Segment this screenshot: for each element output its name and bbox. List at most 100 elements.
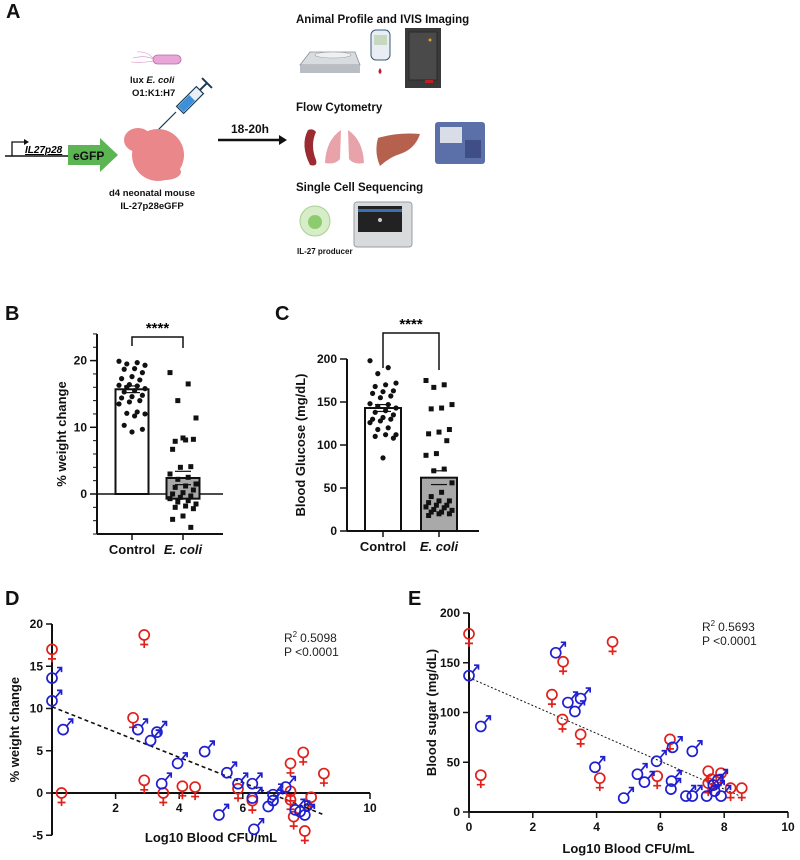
data-point-ecoli (188, 464, 194, 470)
data-point-control (137, 398, 143, 404)
female-symbol-cross (465, 638, 473, 647)
male-symbol-ring (132, 723, 144, 736)
data-point-control (116, 358, 122, 364)
male-symbol-arrow (583, 687, 591, 696)
male-symbol-arrow (229, 761, 238, 770)
data-point-ecoli (175, 398, 181, 404)
significance-bracket (382, 332, 440, 370)
female-symbol-cross (140, 639, 149, 648)
x-tick-label: 8 (721, 820, 728, 834)
data-point-ecoli (446, 427, 452, 433)
data-point-ecoli (185, 474, 191, 480)
data-point-control (390, 412, 396, 418)
data-point-control (121, 389, 127, 395)
mouse-label-line1: d4 neonatal mouse (109, 188, 195, 199)
significance-bracket (131, 336, 184, 348)
male-symbol-arrow (717, 779, 725, 789)
female-symbol-ring (606, 636, 619, 648)
male-symbol-ring (46, 695, 58, 707)
y-axis-label: Blood Glucose (mg/dL) (293, 374, 308, 517)
data-point-ecoli (175, 476, 181, 482)
female-symbol-ring (297, 746, 310, 759)
male-data-point (132, 718, 149, 736)
data-point-control (129, 429, 135, 435)
female-symbol-cross (248, 805, 257, 814)
data-point-ecoli (185, 381, 191, 387)
data-point-ecoli (428, 406, 434, 412)
male-data-point (248, 817, 265, 836)
male-symbol-ring (665, 783, 677, 795)
male-symbol-ring (151, 726, 163, 739)
male-data-point (665, 769, 682, 788)
female-symbol-cross (140, 785, 149, 794)
male-data-point (686, 739, 703, 758)
female-symbol-ring (593, 772, 606, 785)
male-symbol-ring (617, 792, 630, 804)
female-data-point (735, 782, 748, 802)
data-point-control (139, 426, 145, 432)
female-symbol-cross (547, 699, 556, 708)
x-tick-label: E. coli (420, 539, 459, 554)
male-symbol-ring (155, 777, 168, 790)
female-data-point (189, 781, 201, 801)
data-point-control (139, 370, 145, 376)
male-symbol-arrow (298, 798, 306, 807)
data-point-ecoli (190, 436, 196, 442)
male-symbol-arrow (695, 739, 703, 749)
glucometer-icon (370, 29, 391, 74)
x-tick-label: 2 (529, 820, 536, 834)
male-symbol-arrow (471, 664, 480, 673)
data-point-ecoli (441, 505, 447, 511)
female-symbol-ring (474, 769, 487, 782)
female-data-point (55, 787, 68, 806)
male-symbol-arrow (164, 772, 173, 781)
data-point-ecoli (426, 500, 432, 506)
spleen-icon (304, 129, 317, 166)
female-symbol-ring (318, 767, 330, 780)
female-data-point (46, 643, 58, 663)
y-axis-label: Blood sugar (mg/dL) (424, 649, 439, 776)
male-symbol-ring (638, 776, 651, 789)
data-point-control (375, 426, 381, 433)
female-data-point (557, 655, 569, 675)
data-point-ecoli (436, 498, 442, 504)
female-symbol-cross (178, 791, 187, 800)
y-tick-label: 0 (330, 524, 337, 538)
data-point-ecoli (180, 513, 186, 519)
male-symbol-ring (298, 809, 311, 821)
data-point-ecoli (426, 513, 432, 519)
male-symbol-arrow (674, 769, 682, 779)
data-point-ecoli (172, 504, 178, 510)
panel-label-d: D (5, 588, 19, 610)
female-symbol-cross (234, 793, 243, 802)
y-tick-label: 10 (30, 702, 44, 716)
data-point-control (142, 386, 148, 392)
data-point-ecoli (441, 466, 447, 472)
male-symbol-arrow (307, 803, 316, 813)
data-point-ecoli (446, 498, 452, 504)
data-point-ecoli (423, 504, 429, 510)
panel-label-e: E (408, 588, 421, 610)
data-point-ecoli (193, 501, 199, 507)
data-point-ecoli (439, 509, 445, 515)
female-data-point (298, 825, 311, 845)
data-point-ecoli (177, 494, 183, 500)
female-symbol-cross (191, 792, 200, 801)
male-data-point (686, 784, 703, 802)
data-point-ecoli (428, 494, 434, 500)
male-symbol-ring (474, 720, 487, 733)
promoter-arrow-icon (5, 139, 70, 157)
data-point-control (393, 405, 399, 411)
female-symbol-cross (559, 666, 568, 675)
male-symbol-ring (686, 745, 699, 758)
egfp-arrow-icon (68, 138, 118, 172)
male-data-point (617, 786, 635, 804)
data-point-control (380, 389, 386, 395)
p-value-label: P <0.0001 (702, 634, 757, 648)
bacteria-label-line2: O1:K1:H7 (132, 88, 175, 99)
female-symbol-cross (653, 781, 662, 790)
female-symbol-ring (127, 711, 139, 724)
male-symbol-ring (574, 692, 587, 705)
data-point-ecoli (423, 452, 429, 458)
data-point-ecoli (180, 490, 186, 496)
